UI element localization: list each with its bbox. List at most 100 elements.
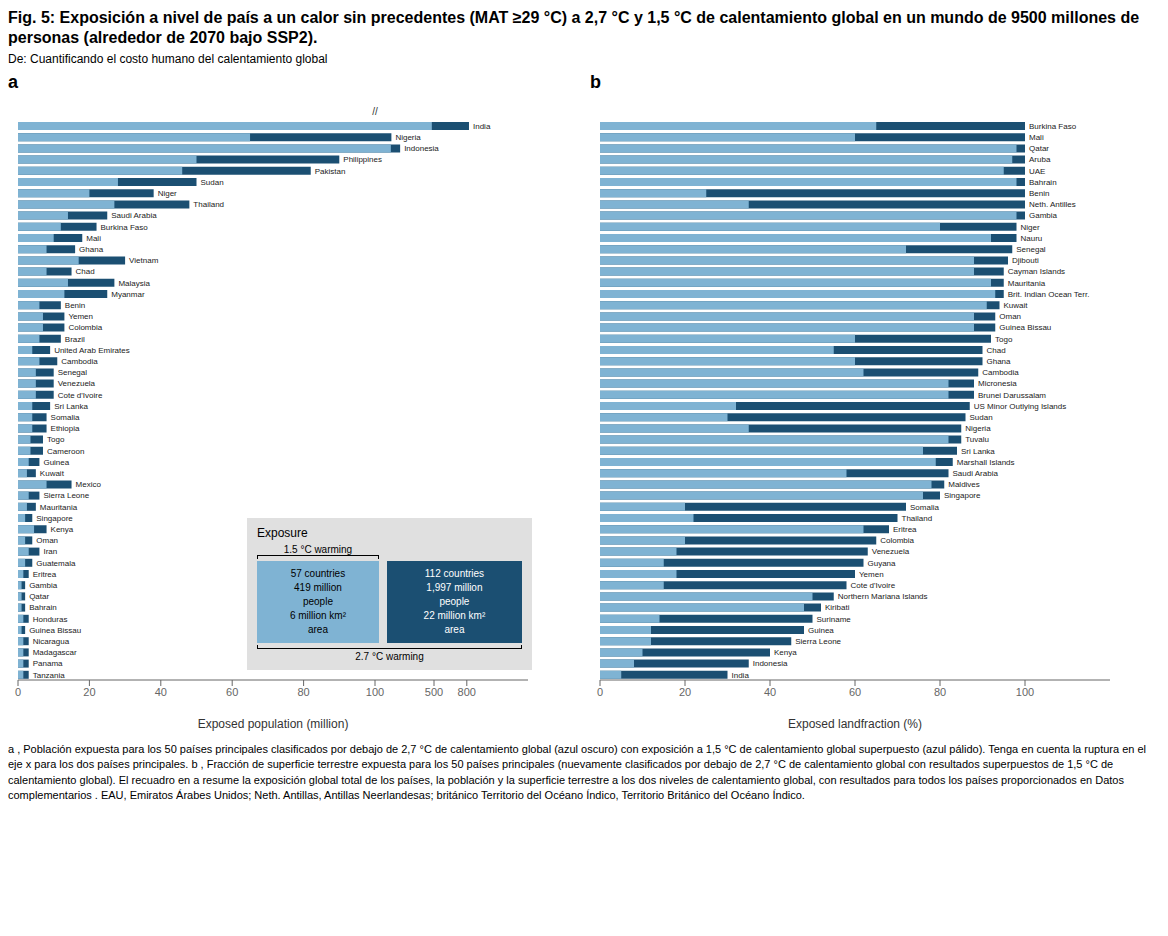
- svg-text:Sierra Leone: Sierra Leone: [43, 491, 89, 500]
- svg-text:Burkina Faso: Burkina Faso: [101, 223, 149, 232]
- svg-text:Ethiopia: Ethiopia: [51, 424, 80, 433]
- svg-text:60: 60: [849, 686, 861, 698]
- svg-text:Sri Lanka: Sri Lanka: [961, 447, 995, 456]
- svg-text:Saudi Arabia: Saudi Arabia: [953, 469, 999, 478]
- svg-text:Exposed landfraction (%): Exposed landfraction (%): [788, 717, 922, 731]
- svg-text:Sierra Leone: Sierra Leone: [795, 637, 841, 646]
- svg-text:Cambodia: Cambodia: [61, 357, 98, 366]
- svg-text:Kenya: Kenya: [51, 525, 74, 534]
- svg-text:Northern Mariana Islands: Northern Mariana Islands: [838, 592, 928, 601]
- svg-text:Tanzania: Tanzania: [33, 671, 66, 680]
- svg-text:Benin: Benin: [65, 301, 85, 310]
- svg-text:100: 100: [366, 686, 384, 698]
- svg-text:100: 100: [1016, 686, 1034, 698]
- svg-text:India: India: [732, 671, 750, 680]
- svg-text:Somalia: Somalia: [51, 413, 80, 422]
- svg-text:Venezuela: Venezuela: [58, 379, 96, 388]
- svg-text:Kenya: Kenya: [774, 648, 797, 657]
- svg-text:800: 800: [458, 686, 476, 698]
- svg-text:Brit. Indian Ocean Terr.: Brit. Indian Ocean Terr.: [1008, 290, 1090, 299]
- svg-text:Kuwait: Kuwait: [1004, 301, 1029, 310]
- svg-text:Saudi Arabia: Saudi Arabia: [111, 211, 157, 220]
- svg-text:Nauru: Nauru: [1021, 234, 1043, 243]
- svg-text:Malaysia: Malaysia: [118, 279, 150, 288]
- svg-text:Somalia: Somalia: [910, 503, 939, 512]
- svg-text:Eritrea: Eritrea: [33, 570, 57, 579]
- svg-text:Colombia: Colombia: [880, 536, 914, 545]
- svg-text:Niger: Niger: [1021, 223, 1040, 232]
- svg-text:Yemen: Yemen: [68, 312, 93, 321]
- svg-text:Guinea: Guinea: [808, 626, 834, 635]
- svg-text:40: 40: [764, 686, 776, 698]
- svg-text:Chad: Chad: [76, 267, 95, 276]
- svg-text:40: 40: [155, 686, 167, 698]
- svg-text:US Minor Outlying Islands: US Minor Outlying Islands: [974, 402, 1066, 411]
- svg-text:Micronesia: Micronesia: [978, 379, 1017, 388]
- svg-text:Cambodia: Cambodia: [982, 368, 1019, 377]
- svg-text:Cote d'Ivoire: Cote d'Ivoire: [58, 391, 103, 400]
- svg-text:Suriname: Suriname: [817, 615, 852, 624]
- svg-text:Bahrain: Bahrain: [29, 603, 57, 612]
- svg-text:500: 500: [425, 686, 443, 698]
- svg-text:Madagascar: Madagascar: [33, 648, 77, 657]
- svg-text:Honduras: Honduras: [33, 615, 68, 624]
- svg-text:Ghana: Ghana: [79, 245, 104, 254]
- svg-text:Thailand: Thailand: [193, 200, 224, 209]
- svg-text:Senegal: Senegal: [58, 368, 88, 377]
- svg-text:Burkina Faso: Burkina Faso: [1029, 122, 1077, 131]
- svg-text:0: 0: [597, 686, 603, 698]
- svg-text:Indonesia: Indonesia: [404, 144, 439, 153]
- svg-text:Singapore: Singapore: [944, 491, 981, 500]
- svg-text:Iran: Iran: [43, 547, 57, 556]
- svg-text:Tuvalu: Tuvalu: [965, 435, 989, 444]
- svg-text:Cayman Islands: Cayman Islands: [1008, 267, 1065, 276]
- svg-text:India: India: [473, 122, 491, 131]
- svg-text:Vietnam: Vietnam: [129, 256, 159, 265]
- svg-text://: //: [372, 106, 378, 117]
- svg-text:Neth. Antilles: Neth. Antilles: [1029, 200, 1076, 209]
- svg-text:Guinea: Guinea: [43, 458, 69, 467]
- svg-text:Ghana: Ghana: [987, 357, 1012, 366]
- svg-text:Mauritania: Mauritania: [1008, 279, 1046, 288]
- svg-text:Maldives: Maldives: [948, 480, 980, 489]
- svg-text:Myanmar: Myanmar: [111, 290, 145, 299]
- svg-text:Sudan: Sudan: [970, 413, 993, 422]
- svg-text:Venezuela: Venezuela: [872, 547, 910, 556]
- svg-text:Colombia: Colombia: [68, 323, 102, 332]
- svg-text:Brunei Darussalam: Brunei Darussalam: [978, 391, 1046, 400]
- svg-text:Panama: Panama: [33, 659, 63, 668]
- svg-text:Gambia: Gambia: [1029, 211, 1058, 220]
- svg-text:Cameroon: Cameroon: [47, 447, 84, 456]
- svg-text:Qatar: Qatar: [29, 592, 49, 601]
- svg-text:80: 80: [297, 686, 309, 698]
- svg-text:Marshall Islands: Marshall Islands: [957, 458, 1015, 467]
- svg-text:Qatar: Qatar: [1029, 144, 1049, 153]
- svg-text:Mali: Mali: [86, 234, 101, 243]
- svg-text:60: 60: [226, 686, 238, 698]
- svg-text:Exposed population (million): Exposed population (million): [198, 717, 349, 731]
- svg-text:Benin: Benin: [1029, 189, 1049, 198]
- svg-text:Chad: Chad: [987, 346, 1006, 355]
- svg-text:Yemen: Yemen: [859, 570, 884, 579]
- svg-text:Brazil: Brazil: [65, 335, 85, 344]
- svg-text:Guyana: Guyana: [868, 559, 897, 568]
- svg-text:Philippines: Philippines: [343, 155, 382, 164]
- svg-text:Nigeria: Nigeria: [965, 424, 991, 433]
- svg-text:Djibouti: Djibouti: [1012, 256, 1039, 265]
- svg-text:Kuwait: Kuwait: [40, 469, 65, 478]
- svg-text:Oman: Oman: [36, 536, 58, 545]
- svg-text:Pakistan: Pakistan: [315, 167, 346, 176]
- svg-text:Niger: Niger: [158, 189, 177, 198]
- svg-text:UAE: UAE: [1029, 167, 1045, 176]
- svg-text:Oman: Oman: [999, 312, 1021, 321]
- svg-text:Mali: Mali: [1029, 133, 1044, 142]
- svg-text:Mexico: Mexico: [76, 480, 102, 489]
- svg-text:United Arab Emirates: United Arab Emirates: [54, 346, 130, 355]
- svg-text:Indonesia: Indonesia: [753, 659, 788, 668]
- svg-text:Senegal: Senegal: [1016, 245, 1046, 254]
- svg-text:Sudan: Sudan: [201, 178, 224, 187]
- svg-text:80: 80: [934, 686, 946, 698]
- svg-text:Kiribati: Kiribati: [825, 603, 850, 612]
- svg-text:Aruba: Aruba: [1029, 155, 1051, 164]
- svg-text:Eritrea: Eritrea: [893, 525, 917, 534]
